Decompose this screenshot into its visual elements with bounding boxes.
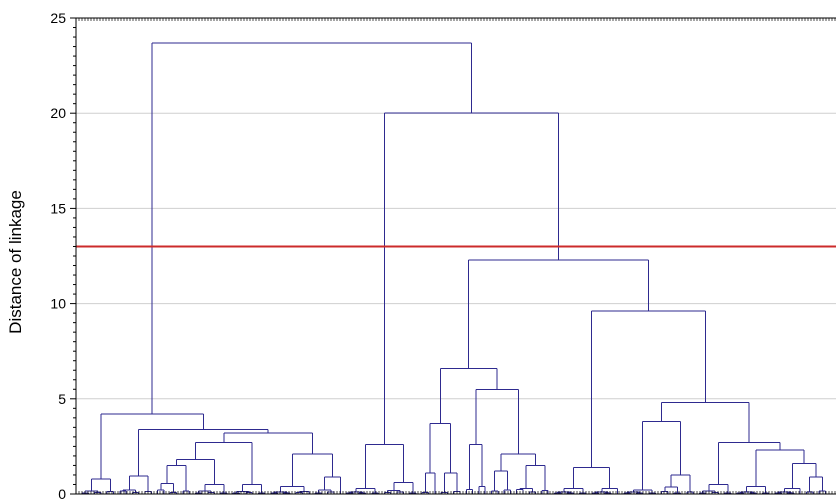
y-axis-label: Distance of linkage — [6, 190, 25, 334]
dendrogram-links — [81, 42, 826, 494]
grid-lines — [76, 112, 836, 400]
y-tick-label: 10 — [50, 296, 66, 312]
y-tick-label: 0 — [58, 486, 66, 502]
y-tick-label: 25 — [50, 10, 66, 26]
y-tick-label: 5 — [58, 391, 66, 407]
y-tick-label: 20 — [50, 105, 66, 121]
y-tick-label: 15 — [50, 200, 66, 216]
y-axis: 0 5 10 15 20 25 — [50, 10, 836, 502]
